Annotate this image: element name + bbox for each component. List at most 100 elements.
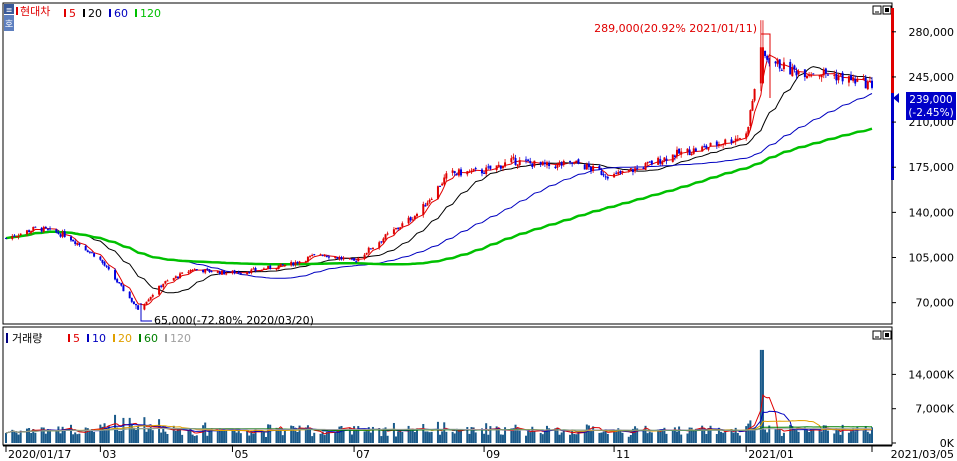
candle-body [334, 257, 337, 259]
volume-bar [675, 431, 678, 443]
volume-bar [235, 432, 238, 443]
candle-body [304, 261, 307, 263]
candle-body [455, 173, 458, 175]
volume-bar [705, 434, 708, 443]
volume-tick-label: 7,000K [915, 403, 954, 416]
candle-body [472, 168, 475, 171]
volume-bar [19, 430, 22, 443]
volume-bar [789, 424, 792, 443]
candle-body [254, 268, 257, 271]
volume-bar [34, 432, 37, 443]
candle-body [262, 268, 265, 271]
candle-body [803, 69, 806, 78]
candle-body [854, 78, 857, 84]
candle-body [776, 59, 779, 65]
volume-bar [510, 428, 513, 443]
volume-bar [573, 434, 576, 443]
volume-bar [114, 414, 117, 443]
candle-body [793, 65, 796, 70]
vol-ma-legend-swatch [113, 334, 115, 342]
candle-body [355, 261, 358, 263]
volume-bar [592, 426, 595, 443]
volume-bar [166, 434, 169, 443]
volume-bar [208, 429, 211, 443]
volume-moving-averages [5, 394, 873, 435]
candle-body [646, 161, 649, 164]
volume-bar [644, 425, 647, 443]
candle-body [703, 146, 706, 148]
candle-body [501, 165, 504, 169]
volume-bar [642, 430, 645, 443]
volume-bar [216, 431, 219, 443]
volume-bar [466, 427, 469, 443]
candle-body [749, 110, 752, 127]
candle-body [680, 151, 683, 155]
vol-ma-legend-swatch [68, 334, 70, 342]
volume-bar [277, 428, 280, 443]
candle-body [130, 297, 133, 302]
volume-minimize-button[interactable] [872, 330, 882, 340]
volume-bar [805, 430, 808, 443]
volume-bar [474, 432, 477, 443]
candle-body [592, 165, 595, 172]
volume-bar [231, 429, 234, 443]
volume-bar [818, 428, 821, 443]
volume-bar [122, 417, 125, 443]
volume-bar [709, 425, 712, 443]
ma-legend-label-20: 20 [88, 7, 102, 20]
ma-legend-swatch [83, 9, 85, 17]
candle-body [602, 174, 605, 176]
candle-body [717, 144, 720, 147]
vol-ma-legend-label-10: 10 [92, 332, 106, 345]
volume-bar [602, 431, 605, 443]
volume-bar [409, 428, 412, 443]
vol-ma-legend-label-60: 60 [144, 332, 158, 345]
volume-bar [720, 431, 723, 443]
candle-body [533, 160, 536, 167]
candle-body [856, 78, 859, 82]
candle-body [306, 256, 309, 262]
candle-body [650, 160, 653, 165]
candle-body [847, 76, 850, 83]
candle-body [453, 171, 456, 174]
vol-ma-legend-swatch [87, 334, 89, 342]
volume-bar [539, 432, 542, 443]
candle-body [250, 269, 253, 274]
volume-bar [736, 432, 739, 443]
candle-body [195, 269, 198, 271]
candle-body [220, 270, 223, 275]
candle-body [386, 233, 389, 235]
volume-bar [451, 431, 454, 443]
candle-body [202, 269, 205, 273]
volume-bar [590, 429, 593, 443]
candle-body [543, 162, 546, 165]
volume-bar [730, 429, 733, 443]
price-panel-side-glyph: 호 [5, 19, 13, 30]
candle-body [688, 149, 691, 156]
candle-body [5, 238, 7, 240]
candle-body [778, 59, 781, 69]
candle-body [631, 169, 634, 172]
volume-bar [260, 430, 263, 443]
volume-bar [46, 429, 49, 443]
volume-bar [837, 430, 840, 443]
candle-body [277, 265, 280, 270]
candle-body [380, 241, 383, 243]
volume-bar [237, 428, 240, 443]
panel-menu-icon[interactable] [4, 4, 14, 14]
price-panel-side-button[interactable] [4, 15, 14, 31]
volume-bar [443, 422, 446, 443]
volume-bar [688, 427, 691, 443]
candle-body [720, 144, 723, 146]
date-tick-label: 2021/03/05 [891, 448, 954, 461]
volume-bar [560, 432, 563, 443]
volume-bar [749, 420, 752, 443]
minimize-button[interactable] [872, 5, 882, 15]
volume-bar [470, 427, 473, 443]
volume-bar [327, 432, 330, 443]
volume-bar [399, 429, 402, 443]
candle-body [392, 229, 395, 234]
candle-body [357, 258, 360, 262]
price-tick-label: 245,000 [909, 71, 955, 84]
candle-body [824, 68, 827, 74]
